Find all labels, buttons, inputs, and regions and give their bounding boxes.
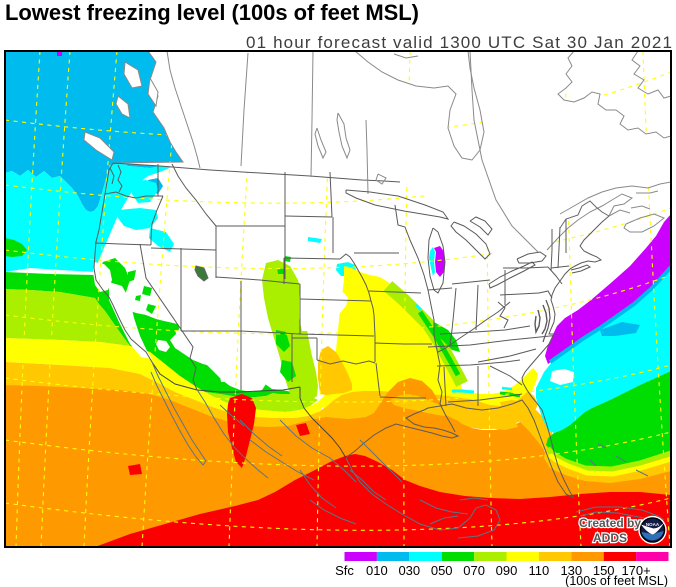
- svg-text:170+: 170+: [621, 563, 650, 578]
- svg-text:110: 110: [529, 563, 550, 578]
- svg-text:NOAA: NOAA: [646, 522, 660, 527]
- svg-text:130: 130: [560, 563, 582, 578]
- svg-text:ADDS: ADDS: [593, 531, 627, 545]
- svg-text:01 hour forecast valid 1300 UT: 01 hour forecast valid 1300 UTC Sat 30 J…: [246, 33, 672, 52]
- svg-text:Created by: Created by: [579, 516, 641, 530]
- svg-text:010: 010: [366, 563, 388, 578]
- svg-text:(100s of feet MSL): (100s of feet MSL): [565, 574, 668, 587]
- svg-text:030: 030: [398, 563, 420, 578]
- svg-text:150: 150: [593, 563, 615, 578]
- svg-text:Lowest freezing level (100s of: Lowest freezing level (100s of feet MSL): [5, 0, 419, 25]
- svg-text:050: 050: [431, 563, 453, 578]
- svg-text:Sfc: Sfc: [335, 563, 354, 578]
- svg-text:070: 070: [463, 563, 485, 578]
- svg-text:090: 090: [496, 563, 518, 578]
